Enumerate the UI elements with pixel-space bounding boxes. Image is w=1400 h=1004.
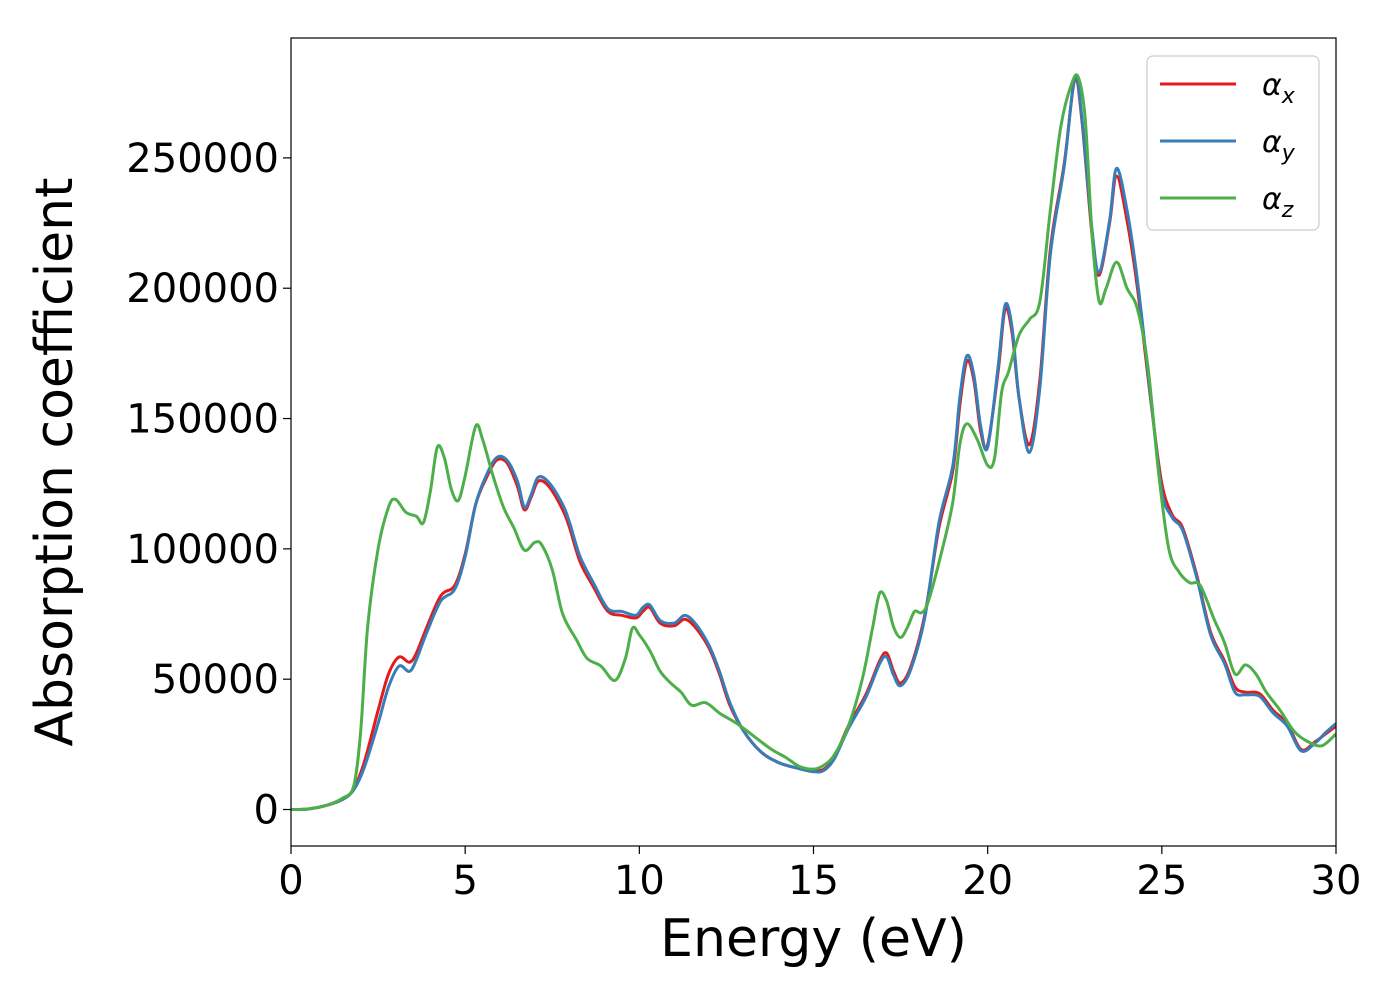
y-axis: 0 50000 100000 150000 200000 250000	[126, 136, 291, 834]
legend-label: αx	[1262, 68, 1296, 109]
y-tick-label: 200000	[126, 266, 279, 312]
y-axis-title: Absorption coefficient	[25, 177, 85, 746]
x-tick-label: 15	[788, 858, 839, 904]
x-tick-label: 10	[614, 858, 665, 904]
x-tick-label: 30	[1311, 858, 1362, 904]
legend: αx αy αz	[1146, 55, 1320, 231]
x-axis: 0 5 10 15 20 25 30	[278, 846, 1361, 904]
x-axis-title: Energy (eV)	[660, 909, 967, 969]
y-tick-label: 250000	[126, 136, 279, 182]
x-tick-label: 0	[278, 858, 303, 904]
legend-label: αz	[1262, 182, 1294, 223]
legend-box	[1146, 55, 1320, 231]
series-line-alpha-z	[291, 73, 1336, 812]
x-tick-label: 5	[452, 858, 477, 904]
x-tick-label: 25	[1136, 858, 1187, 904]
series-layer	[291, 73, 1336, 812]
y-tick-label: 150000	[126, 397, 279, 443]
legend-label: αy	[1262, 125, 1296, 166]
y-tick-label: 50000	[152, 657, 279, 703]
y-tick-label: 100000	[126, 527, 279, 573]
x-tick-label: 20	[962, 858, 1013, 904]
y-tick-label: 0	[254, 788, 279, 834]
